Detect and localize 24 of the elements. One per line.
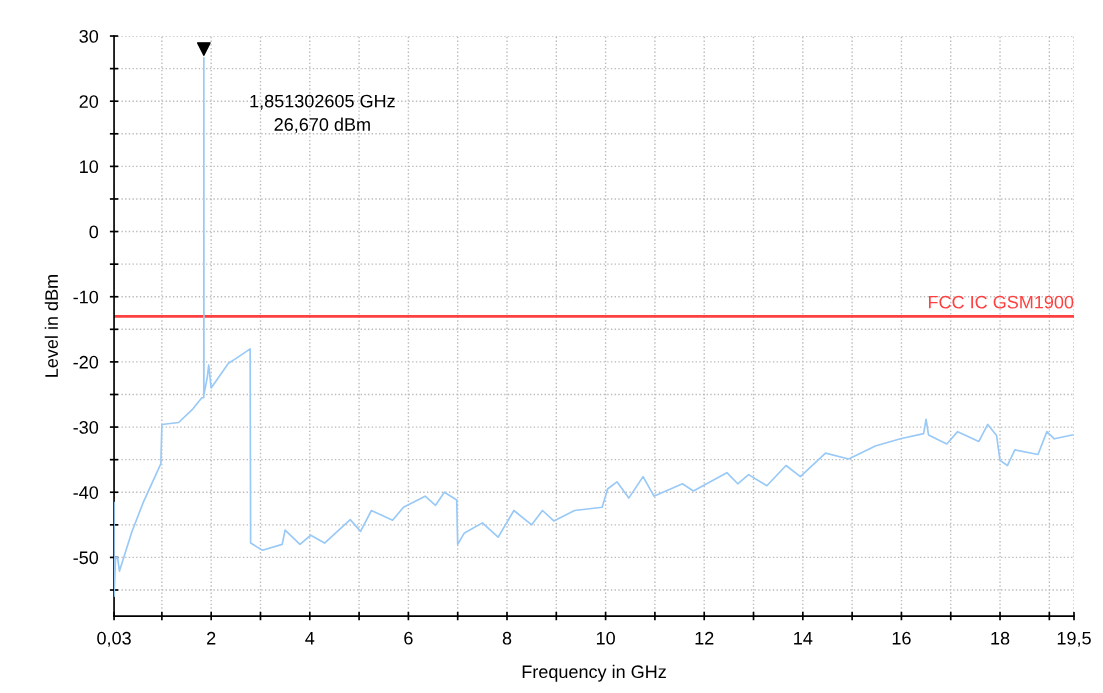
annotation: 1,851302605 GHz 26,670 dBm bbox=[250, 94, 395, 134]
x-tick-label: 0,03 bbox=[97, 631, 131, 647]
y-tick-label: -50 bbox=[73, 551, 99, 565]
y-tick-label: -30 bbox=[73, 421, 99, 434]
y-axis-title: Level in dBm bbox=[44, 275, 58, 377]
y-tick-label: -40 bbox=[73, 486, 99, 499]
x-tick-label: 2 bbox=[207, 631, 216, 645]
x-tick-label: 12 bbox=[695, 631, 714, 645]
x-tick-label: 18 bbox=[991, 631, 1010, 645]
x-tick-label: 8 bbox=[502, 631, 512, 645]
y-tick-label: -20 bbox=[73, 355, 99, 369]
x-tick-label: 10 bbox=[596, 631, 615, 645]
ref-line-label: FCC IC GSM1900 bbox=[928, 295, 1074, 309]
x-tick-label: 14 bbox=[794, 632, 813, 645]
x-tick-label: 6 bbox=[404, 631, 413, 645]
x-tick-label: 19,5 bbox=[1057, 631, 1091, 647]
y-tick-label: 20 bbox=[79, 95, 99, 108]
y-tick-label: 10 bbox=[80, 160, 99, 174]
y-tick-label: 30 bbox=[79, 29, 99, 43]
y-tick-label: 0 bbox=[89, 225, 99, 239]
y-tick-label: -10 bbox=[73, 290, 99, 304]
x-axis-title: Frequency in GHz bbox=[522, 664, 666, 682]
x-tick-label: 4 bbox=[305, 632, 315, 645]
x-tick-label: 16 bbox=[892, 631, 911, 645]
